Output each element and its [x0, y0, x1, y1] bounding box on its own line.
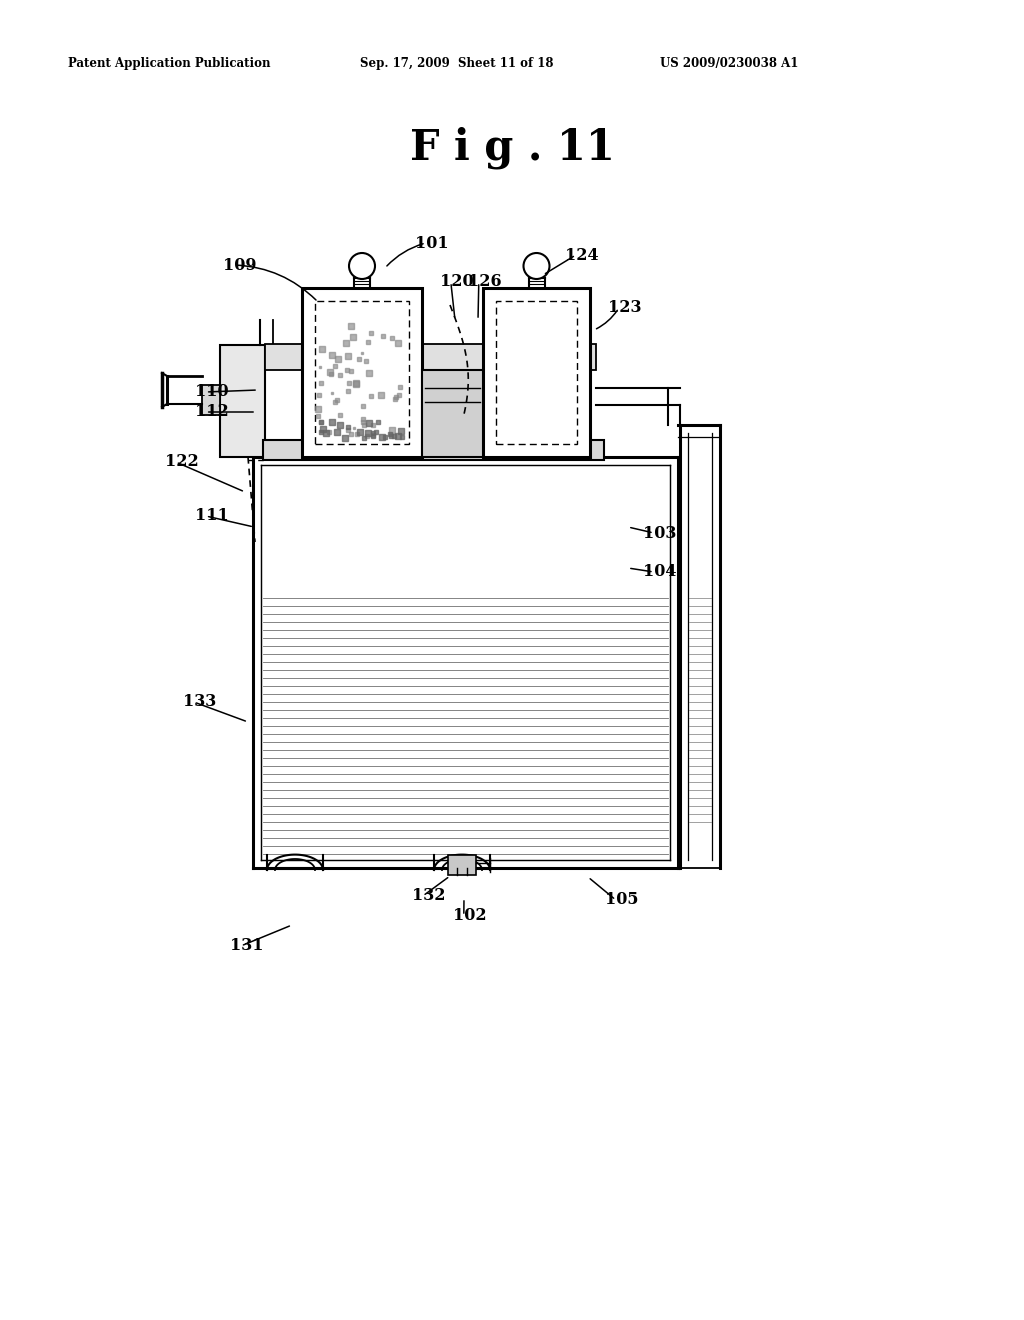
Text: Patent Application Publication: Patent Application Publication	[68, 58, 270, 70]
Circle shape	[523, 253, 550, 279]
Text: 126: 126	[468, 273, 502, 290]
Text: 102: 102	[453, 908, 486, 924]
Bar	[202, 385, 220, 414]
Bar	[265, 345, 596, 370]
Text: 124: 124	[565, 247, 599, 264]
Text: 101: 101	[415, 235, 449, 252]
Text: 123: 123	[608, 300, 641, 317]
Bar	[496, 301, 577, 444]
Text: 132: 132	[412, 887, 445, 904]
Text: 103: 103	[643, 524, 677, 541]
Text: 104: 104	[643, 564, 677, 581]
Bar	[315, 301, 409, 444]
Text: 111: 111	[195, 507, 228, 524]
Circle shape	[349, 253, 375, 279]
Text: 105: 105	[605, 891, 639, 908]
Text: F i g . 11: F i g . 11	[410, 127, 614, 169]
Bar	[422, 370, 483, 457]
Bar	[263, 440, 604, 459]
Text: 109: 109	[223, 256, 256, 273]
Text: 110: 110	[195, 384, 228, 400]
Text: US 2009/0230038 A1: US 2009/0230038 A1	[660, 58, 799, 70]
Text: 122: 122	[165, 454, 199, 470]
Bar	[220, 345, 265, 457]
Text: 112: 112	[195, 404, 228, 421]
Text: 133: 133	[183, 693, 216, 710]
Text: Sep. 17, 2009  Sheet 11 of 18: Sep. 17, 2009 Sheet 11 of 18	[360, 58, 554, 70]
Bar	[483, 288, 590, 457]
Bar	[302, 288, 422, 457]
Bar	[449, 855, 476, 875]
Text: 120: 120	[440, 273, 474, 290]
Text: 131: 131	[230, 937, 263, 954]
